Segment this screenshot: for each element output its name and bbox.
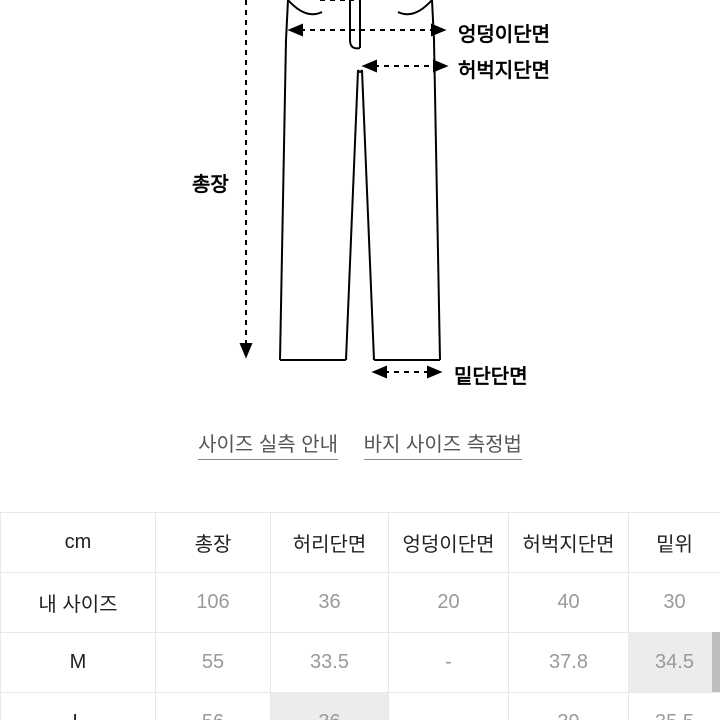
pants-svg bbox=[0, 0, 720, 400]
label-hem: 밑단단면 bbox=[454, 360, 528, 389]
cell: 106 bbox=[156, 573, 271, 633]
col-rise: 밑위 bbox=[629, 513, 720, 573]
link-size-guide[interactable]: 사이즈 실측 안내 bbox=[198, 428, 338, 460]
table-header-row: cm 총장 허리단면 엉덩이단면 허벅지단면 밑위 bbox=[1, 513, 720, 573]
col-length: 총장 bbox=[156, 513, 271, 573]
cell: 20 bbox=[389, 573, 509, 633]
label-length: 총장 bbox=[192, 168, 229, 197]
cell: 36 bbox=[271, 573, 389, 633]
link-how-to-measure[interactable]: 바지 사이즈 측정법 bbox=[364, 428, 522, 460]
cell: 40 bbox=[509, 573, 629, 633]
col-thigh: 허벅지단면 bbox=[509, 513, 629, 573]
cell: 34.5 bbox=[629, 633, 720, 693]
row-label: 내 사이즈 bbox=[1, 573, 156, 633]
cell: 55 bbox=[156, 633, 271, 693]
size-table-wrap: cm 총장 허리단면 엉덩이단면 허벅지단면 밑위 내 사이즈106362040… bbox=[0, 512, 720, 720]
cell: - bbox=[389, 693, 509, 720]
cell: 35.5 bbox=[629, 693, 720, 720]
unit-header: cm bbox=[1, 513, 156, 573]
label-thigh: 허벅지단면 bbox=[458, 54, 550, 83]
table-row: L5636-3935.5 bbox=[1, 693, 720, 720]
pants-diagram: 엉덩이단면 허벅지단면 총장 밑단단면 bbox=[0, 0, 720, 400]
col-hip: 엉덩이단면 bbox=[389, 513, 509, 573]
table-row: M5533.5-37.834.5 bbox=[1, 633, 720, 693]
row-label: L bbox=[1, 693, 156, 720]
cell: 39 bbox=[509, 693, 629, 720]
size-table: cm 총장 허리단면 엉덩이단면 허벅지단면 밑위 내 사이즈106362040… bbox=[0, 512, 720, 720]
table-row: 내 사이즈10636204030 bbox=[1, 573, 720, 633]
size-table-body: 내 사이즈10636204030M5533.5-37.834.5L5636-39… bbox=[1, 573, 720, 720]
size-links: 사이즈 실측 안내 바지 사이즈 측정법 bbox=[0, 428, 720, 460]
cell: 37.8 bbox=[509, 633, 629, 693]
col-waist: 허리단면 bbox=[271, 513, 389, 573]
cell: - bbox=[389, 633, 509, 693]
cell: 30 bbox=[629, 573, 720, 633]
cell: 33.5 bbox=[271, 633, 389, 693]
label-hip: 엉덩이단면 bbox=[458, 18, 550, 47]
row-label: M bbox=[1, 633, 156, 693]
cell: 56 bbox=[156, 693, 271, 720]
scroll-indicator bbox=[712, 632, 720, 692]
cell: 36 bbox=[271, 693, 389, 720]
